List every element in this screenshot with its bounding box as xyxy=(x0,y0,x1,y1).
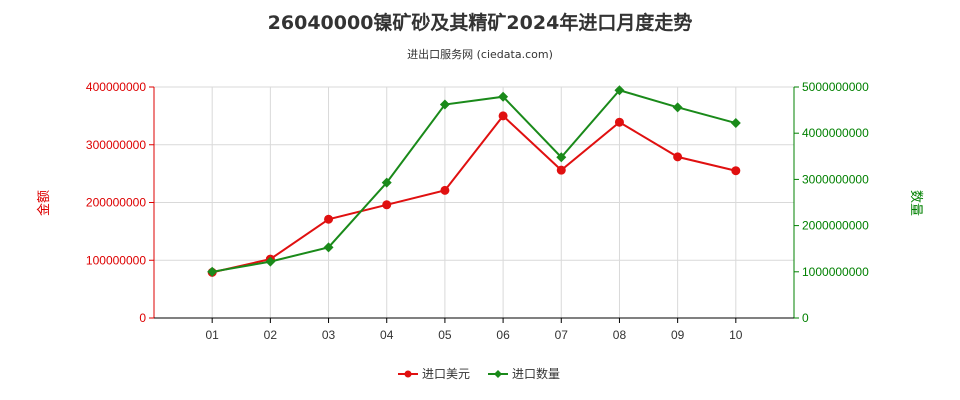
data-point xyxy=(324,214,334,224)
legend-marker xyxy=(494,370,502,378)
right-tick-label: 4000000000 xyxy=(802,126,869,140)
x-tick-label: 03 xyxy=(322,328,336,342)
chart-title: 26040000镍矿砂及其精矿2024年进口月度走势 xyxy=(267,12,693,34)
x-tick-label: 04 xyxy=(380,328,394,342)
left-axis-label: 金额 xyxy=(36,190,52,216)
right-axis-ticks: 0 1000000000 2000000000 3000000000 400000000… xyxy=(794,80,869,325)
series-line xyxy=(212,89,737,273)
right-tick-label: 5000000000 xyxy=(802,80,869,94)
data-point xyxy=(381,177,392,188)
data-point xyxy=(207,266,218,277)
data-point xyxy=(614,117,624,127)
series-line xyxy=(211,114,737,274)
legend-label: 进口美元 xyxy=(422,367,470,381)
x-tick-label: 05 xyxy=(438,328,452,342)
left-tick-label: 0 xyxy=(139,311,146,325)
left-tick-label: 100000000 xyxy=(86,253,146,267)
data-point xyxy=(440,185,450,195)
data-point xyxy=(730,118,741,129)
legend-label: 进口数量 xyxy=(512,366,560,381)
grid-lines xyxy=(154,86,794,319)
data-point xyxy=(731,166,741,176)
x-axis-ticks: 01 02 03 04 05 06 07 08 09 10 xyxy=(206,318,743,342)
x-tick-label: 07 xyxy=(555,328,569,342)
right-tick-label: 1000000000 xyxy=(802,265,869,279)
data-point xyxy=(439,99,450,110)
x-tick-label: 02 xyxy=(264,328,278,342)
legend-marker xyxy=(404,370,412,378)
data-point xyxy=(673,152,683,162)
x-tick-label: 01 xyxy=(206,328,220,342)
x-tick-label: 10 xyxy=(729,328,743,342)
data-point xyxy=(556,165,566,175)
x-tick-label: 08 xyxy=(613,328,627,342)
data-point xyxy=(498,111,508,121)
right-tick-label: 0 xyxy=(802,311,809,325)
data-point xyxy=(265,256,276,267)
left-tick-label: 400000000 xyxy=(86,80,146,94)
left-tick-label: 300000000 xyxy=(86,138,146,152)
data-point xyxy=(672,102,683,113)
data-point xyxy=(382,200,392,210)
right-axis-label: 数量 xyxy=(908,190,923,216)
right-tick-label: 3000000000 xyxy=(802,172,869,186)
x-tick-label: 09 xyxy=(671,328,685,342)
data-point xyxy=(614,85,625,96)
data-point xyxy=(323,242,334,253)
series-group xyxy=(207,85,741,277)
right-tick-label: 2000000000 xyxy=(802,219,869,233)
data-point xyxy=(498,91,509,102)
left-axis-ticks: 0 100000000 200000000 300000000 400000000 xyxy=(86,80,154,325)
x-tick-label: 06 xyxy=(496,328,510,342)
chart-subtitle: 进出口服务网 (ciedata.com) xyxy=(407,48,553,61)
legend: 进口美元 进口数量 xyxy=(398,366,560,381)
data-point xyxy=(556,152,567,163)
left-tick-label: 200000000 xyxy=(86,196,146,210)
